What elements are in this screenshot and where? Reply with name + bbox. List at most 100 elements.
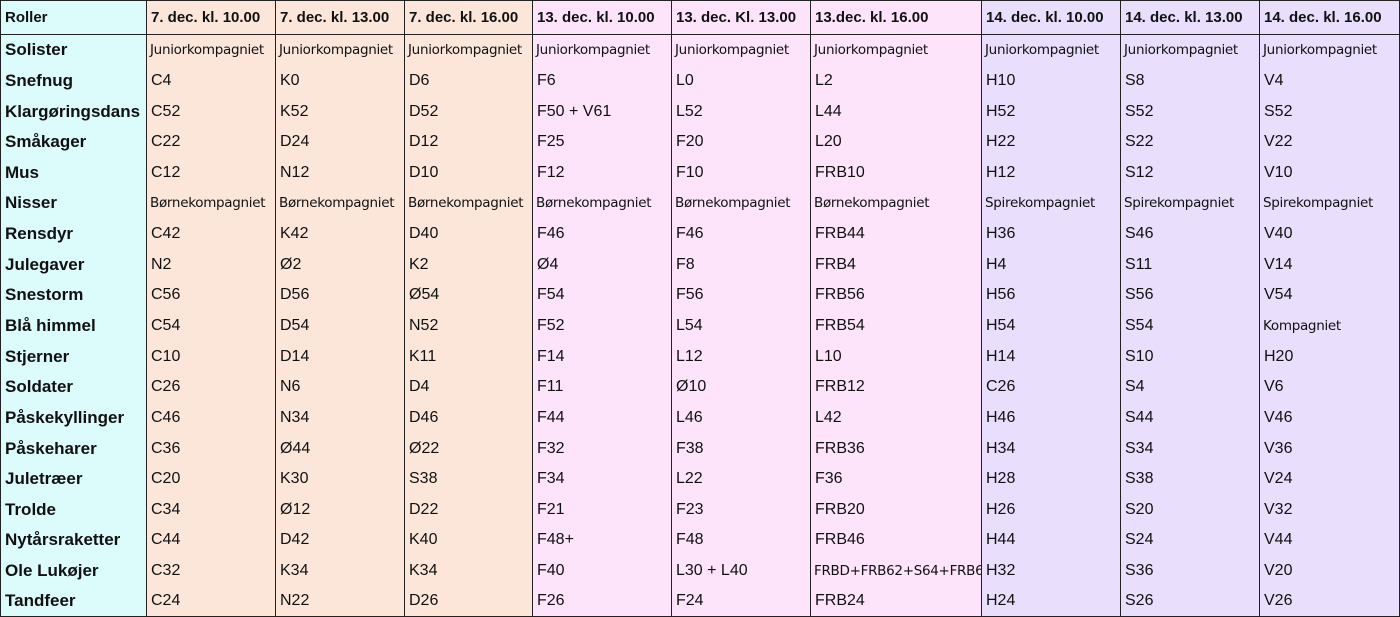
assignment-cell: S52 — [1260, 96, 1400, 127]
assignment-cell: FRB46 — [811, 525, 982, 556]
assignment-cell: S34 — [1121, 433, 1260, 464]
assignment-cell: Juniorkompagniet — [1260, 35, 1400, 66]
role-label: Soldater — [0, 371, 147, 403]
role-label: Stjerner — [0, 341, 147, 372]
assignment-cell: F11 — [533, 371, 672, 403]
role-label: Småkager — [0, 126, 147, 158]
assignment-cell: H56 — [982, 280, 1121, 311]
assignment-cell: F56 — [672, 280, 811, 311]
assignment-cell: S24 — [1121, 525, 1260, 556]
role-label: Nisser — [0, 188, 147, 219]
assignment-cell: FRB44 — [811, 218, 982, 250]
assignment-cell: Børnekompagniet — [672, 188, 811, 219]
role-label: Juletræer — [0, 463, 147, 495]
assignment-cell: S20 — [1121, 494, 1260, 526]
assignment-cell: F6 — [533, 65, 672, 97]
assignment-cell: V10 — [1260, 157, 1400, 189]
assignment-cell: K11 — [405, 341, 533, 372]
assignment-cell: H54 — [982, 310, 1121, 342]
assignment-cell: F10 — [672, 157, 811, 189]
assignment-cell: F54 — [533, 280, 672, 311]
assignment-cell: F25 — [533, 126, 672, 158]
role-label: Snefnug — [0, 65, 147, 97]
assignment-cell: FRB12 — [811, 371, 982, 403]
assignment-cell: H28 — [982, 463, 1121, 495]
assignment-cell: C26 — [147, 371, 276, 403]
assignment-cell: Børnekompagniet — [811, 188, 982, 219]
assignment-cell: H32 — [982, 555, 1121, 587]
assignment-cell: C46 — [147, 402, 276, 434]
assignment-cell: V24 — [1260, 463, 1400, 495]
role-label: Rensdyr — [0, 218, 147, 250]
assignment-cell: S36 — [1121, 555, 1260, 587]
assignment-cell: Juniorkompagniet — [405, 35, 533, 66]
header-cell: 14. dec. kl. 16.00 — [1260, 0, 1400, 35]
assignment-cell: F24 — [672, 586, 811, 617]
assignment-cell: S22 — [1121, 126, 1260, 158]
assignment-cell: C44 — [147, 525, 276, 556]
assignment-cell: C12 — [147, 157, 276, 189]
header-cell: 13. dec. Kl. 13.00 — [672, 0, 811, 35]
assignment-cell: F8 — [672, 249, 811, 281]
assignment-cell: Børnekompagniet — [533, 188, 672, 219]
assignment-cell: FRBD+FRB62+S64+FRB64 — [811, 555, 982, 587]
assignment-cell: C34 — [147, 494, 276, 526]
assignment-cell: F12 — [533, 157, 672, 189]
assignment-cell: Spirekompagniet — [1121, 188, 1260, 219]
assignment-cell: C24 — [147, 586, 276, 617]
assignment-cell: L42 — [811, 402, 982, 434]
assignment-cell: Juniorkompagniet — [1121, 35, 1260, 66]
assignment-cell: H22 — [982, 126, 1121, 158]
header-cell: 7. dec. kl. 10.00 — [147, 0, 276, 35]
assignment-cell: V40 — [1260, 218, 1400, 250]
assignment-cell: FRB56 — [811, 280, 982, 311]
assignment-cell: C42 — [147, 218, 276, 250]
assignment-cell: Kompagniet — [1260, 310, 1400, 342]
assignment-cell: F26 — [533, 586, 672, 617]
assignment-cell: Spirekompagniet — [982, 188, 1121, 219]
assignment-cell: C54 — [147, 310, 276, 342]
assignment-cell: K30 — [276, 463, 405, 495]
assignment-cell: V20 — [1260, 555, 1400, 587]
assignment-cell: L12 — [672, 341, 811, 372]
assignment-cell: H14 — [982, 341, 1121, 372]
assignment-cell: S8 — [1121, 65, 1260, 97]
assignment-cell: H44 — [982, 525, 1121, 556]
role-label: Snestorm — [0, 280, 147, 311]
role-label: Mus — [0, 157, 147, 189]
assignment-cell: S56 — [1121, 280, 1260, 311]
assignment-cell: S38 — [405, 463, 533, 495]
assignment-cell: F50 + V61 — [533, 96, 672, 127]
assignment-cell: V6 — [1260, 371, 1400, 403]
assignment-cell: C22 — [147, 126, 276, 158]
assignment-cell: N12 — [276, 157, 405, 189]
assignment-cell: F44 — [533, 402, 672, 434]
assignment-cell: H36 — [982, 218, 1121, 250]
assignment-cell: F21 — [533, 494, 672, 526]
assignment-cell: Ø22 — [405, 433, 533, 464]
assignment-cell: N34 — [276, 402, 405, 434]
assignment-cell: D24 — [276, 126, 405, 158]
header-cell: 13.dec. kl. 16.00 — [811, 0, 982, 35]
assignment-cell: D26 — [405, 586, 533, 617]
assignment-cell: F48+ — [533, 525, 672, 556]
assignment-cell: FRB36 — [811, 433, 982, 464]
assignment-cell: F52 — [533, 310, 672, 342]
assignment-cell: H34 — [982, 433, 1121, 464]
role-label: Klargøringsdans — [0, 96, 147, 127]
assignment-cell: FRB4 — [811, 249, 982, 281]
assignment-cell: D10 — [405, 157, 533, 189]
assignment-cell: V14 — [1260, 249, 1400, 281]
assignment-cell: S52 — [1121, 96, 1260, 127]
assignment-cell: K34 — [276, 555, 405, 587]
assignment-cell: H10 — [982, 65, 1121, 97]
assignment-cell: F36 — [811, 463, 982, 495]
assignment-cell: V46 — [1260, 402, 1400, 434]
assignment-cell: L46 — [672, 402, 811, 434]
assignment-cell: C20 — [147, 463, 276, 495]
assignment-cell: D56 — [276, 280, 405, 311]
assignment-cell: H46 — [982, 402, 1121, 434]
header-cell: 14. dec. kl. 10.00 — [982, 0, 1121, 35]
